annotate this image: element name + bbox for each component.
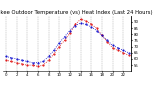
Title: Milwaukee Outdoor Temperature (vs) Heat Index (Last 24 Hours): Milwaukee Outdoor Temperature (vs) Heat …: [0, 10, 152, 15]
